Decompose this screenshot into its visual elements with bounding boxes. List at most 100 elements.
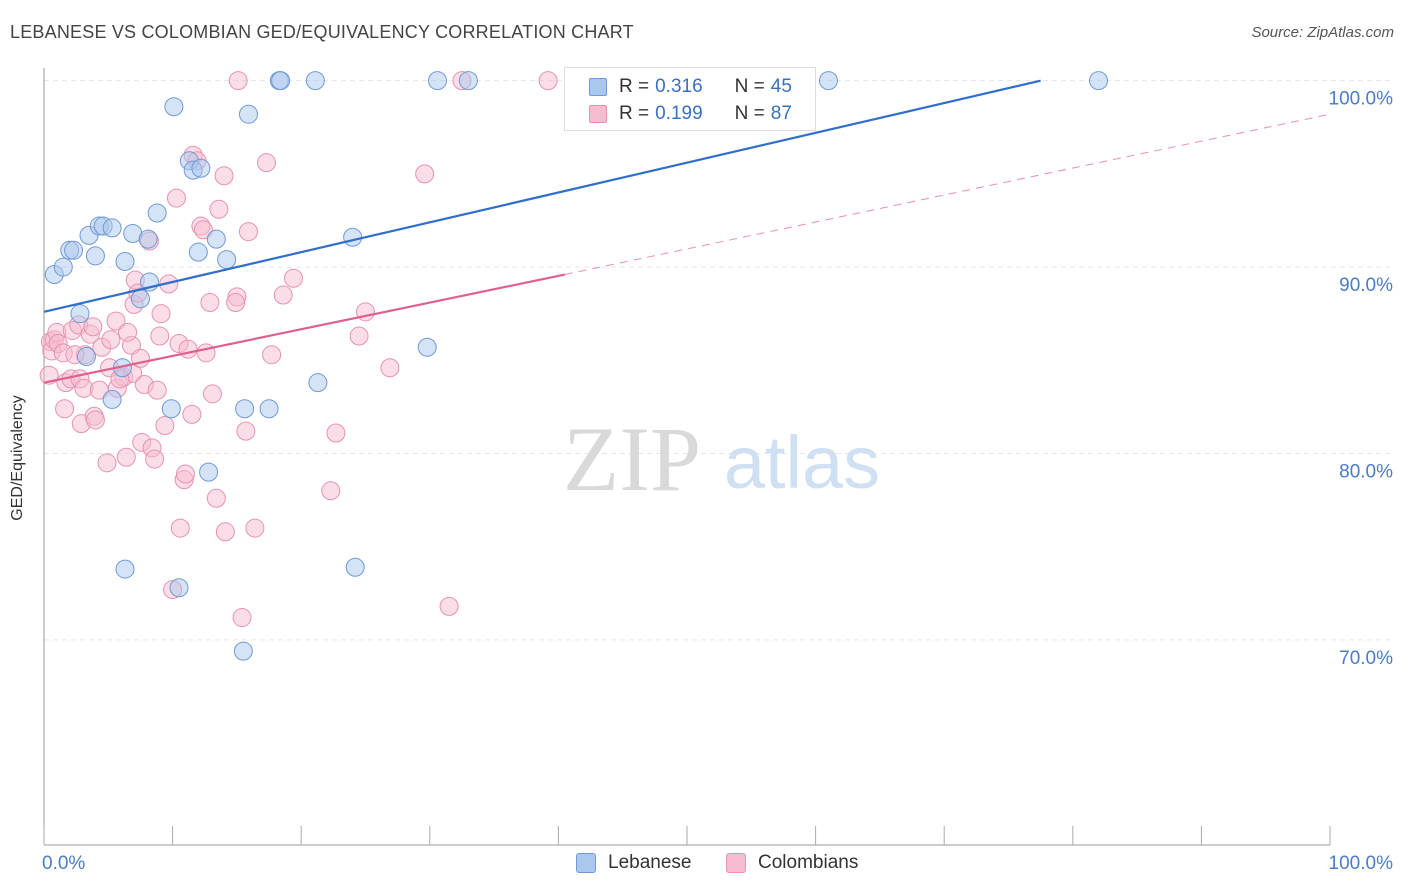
legend-n-value: 45 [770,76,792,97]
watermark-atlas: atlas [724,421,880,504]
lebanese-trend-line [43,79,1041,313]
watermark-zip: ZIP [563,408,701,510]
legend-n-value: 87 [770,103,792,124]
colombians-point [178,339,198,359]
lebanese-point [115,559,135,579]
lebanese-point [130,289,150,309]
lebanese-swatch [576,853,596,873]
colombians-point [214,166,234,186]
lebanese-point [102,389,122,409]
colombians-point [202,384,222,404]
lebanese-point [308,373,328,393]
lebanese-point [85,246,105,266]
lebanese-point [343,227,363,247]
lebanese-point [188,242,208,262]
lebanese-points [44,71,1109,661]
colombians-point [538,71,558,91]
lebanese-point [76,347,96,367]
colombians-point [193,220,213,240]
lebanese-point [161,399,181,419]
colombians-point [182,404,202,424]
colombians-points [39,71,558,628]
legend-n-label: N = [734,76,765,97]
colombians-point [226,292,246,312]
source-label: Source: ZipAtlas.com [1251,24,1394,41]
colombians-point [236,421,256,441]
colombians-point [349,326,369,346]
lebanese-point [169,578,189,598]
lebanese-point [345,557,365,577]
colombians-point [245,518,265,538]
colombians-point [262,345,282,365]
legend-row-lebanese: R = 0.316 N = 45 [589,76,792,98]
tick-labels: 70.0% 80.0% 90.0% 100.0% 0.0% 100.0% [42,89,1393,874]
lebanese-point [115,251,135,271]
lebanese-point [102,218,122,238]
y-tick-label: 90.0% [1339,275,1393,296]
lebanese-point [458,71,478,91]
colombians-point [150,326,170,346]
lebanese-point [64,240,84,260]
colombians-point [200,292,220,312]
colombians-point [147,380,167,400]
colombians-point [83,317,103,337]
lebanese-swatch [589,78,607,96]
y-tick-label: 70.0% [1339,648,1393,669]
lebanese-point [191,158,211,178]
colombians-point [97,453,117,473]
colombians-point [283,268,303,288]
lebanese-point [271,71,291,91]
lebanese-point [259,399,279,419]
colombians-point [321,481,341,501]
colombians-point [238,222,258,242]
lebanese-point [53,257,73,277]
legend-r-label: R = [619,103,650,124]
colombians-point [101,330,121,350]
x-tick-label: 0.0% [42,853,85,874]
colombians-point [55,399,75,419]
colombians-point [116,447,136,467]
x-tick-label: 100.0% [1329,853,1394,874]
colombians-point [232,608,252,628]
colombians-point [256,153,276,173]
legend-item-colombians[interactable]: Colombians [726,852,858,874]
colombians-point [215,522,235,542]
lebanese-point [206,229,226,249]
colombians-trend-line [43,273,566,384]
trend-lines [43,79,1331,384]
colombians-point [326,423,346,443]
legend-n-label: N = [734,103,765,124]
colombians-point [273,285,293,305]
lebanese-point [199,462,219,482]
lebanese-point [164,97,184,117]
legend-item-lebanese[interactable]: Lebanese [576,852,691,874]
lebanese-point [305,71,325,91]
colombians-swatch [726,853,746,873]
lebanese-point [147,203,167,223]
lebanese-point [70,304,90,324]
lebanese-point [217,250,237,270]
colombians-point [106,311,126,331]
colombians-point [415,164,435,184]
series-legend: Lebanese Colombians [0,852,1406,876]
axes [43,68,1331,846]
lebanese-point [138,229,158,249]
chart-title: LEBANESE VS COLOMBIAN GED/EQUIVALENCY CO… [10,22,634,42]
lebanese-point [1089,71,1109,91]
legend-label-lebanese: Lebanese [608,852,692,873]
legend-r-value: 0.199 [655,103,703,124]
lebanese-point [417,337,437,357]
colombians-point [380,358,400,378]
gridlines [44,80,1392,641]
colombians-point [209,199,229,219]
colombians-trend-extension [564,113,1331,276]
y-tick-label: 80.0% [1339,462,1393,483]
lebanese-point [238,104,258,124]
lebanese-point [428,71,448,91]
colombians-swatch [589,105,607,123]
colombians-point [118,322,138,342]
colombians-point [228,71,248,91]
colombians-point [166,188,186,208]
legend-label-colombians: Colombians [758,852,859,873]
